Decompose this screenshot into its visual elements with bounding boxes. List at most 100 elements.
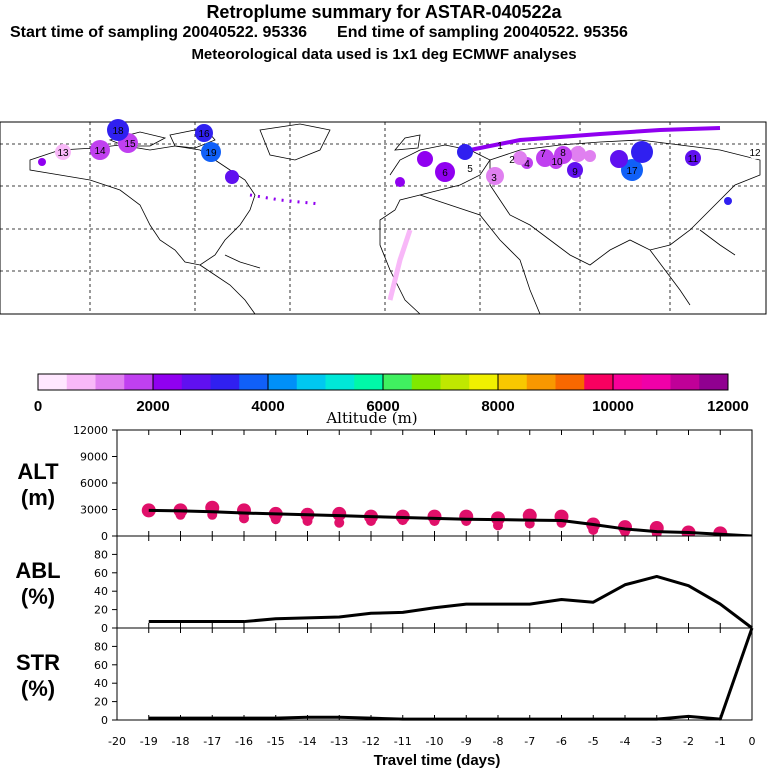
panel-unit: (%) bbox=[21, 584, 55, 609]
colorbar-tick-label: 2000 bbox=[136, 398, 169, 415]
altitude-point bbox=[332, 506, 347, 521]
cluster-circle bbox=[90, 140, 110, 160]
cluster-label: 9 bbox=[572, 167, 578, 178]
cluster-circle bbox=[584, 150, 596, 162]
colorbar-segment bbox=[210, 374, 240, 390]
panel-unit: (m) bbox=[21, 485, 55, 510]
cluster-label: 12 bbox=[749, 148, 761, 159]
y-tick-label: 20 bbox=[94, 696, 108, 709]
sampling-times: Start time of sampling 20040522. 95336 En… bbox=[10, 24, 768, 42]
cluster-label: 18 bbox=[112, 126, 124, 137]
cluster-circle bbox=[486, 167, 504, 185]
colorbar-segment bbox=[383, 374, 413, 390]
y-tick-label: 40 bbox=[94, 585, 108, 598]
cluster-label: 5 bbox=[467, 164, 473, 175]
cluster-circle bbox=[107, 119, 129, 141]
colorbar-segment bbox=[641, 374, 671, 390]
altitude-point bbox=[366, 515, 376, 526]
colorbar-segment bbox=[181, 374, 211, 390]
altitude-point bbox=[270, 514, 281, 525]
cluster-circle bbox=[195, 124, 213, 142]
cluster-circle bbox=[748, 145, 762, 159]
cluster-circle bbox=[567, 162, 583, 178]
timeseries-panels: 030006000900012000ALT(m)020406080ABL(%)0… bbox=[15, 424, 755, 748]
altitude-point bbox=[461, 515, 472, 526]
cluster-label: 2 bbox=[509, 155, 515, 166]
altitude-point bbox=[302, 515, 313, 526]
y-tick-label: 20 bbox=[94, 604, 108, 617]
cluster-label: 17 bbox=[626, 166, 638, 177]
plume-trace-south bbox=[387, 229, 413, 301]
x-tick-label: -7 bbox=[524, 735, 535, 748]
map-panel: 1 2 3 4 5 6 7 8 9 10 11 12 13 14 15 16 1… bbox=[0, 119, 767, 315]
panel-abl: 0 20 40 60 80 ABL(%) bbox=[15, 535, 753, 635]
panel-str: 0 20 40 60 80 STR(%) bbox=[16, 627, 754, 727]
x-tick-label: -6 bbox=[556, 735, 567, 748]
panel-unit: (%) bbox=[21, 676, 55, 701]
x-tick-label: -17 bbox=[203, 735, 221, 748]
cluster-circle bbox=[201, 142, 221, 162]
cluster-circle bbox=[610, 150, 628, 168]
y-tick-label: 40 bbox=[94, 677, 108, 690]
plume-trace-upper bbox=[469, 126, 721, 152]
altitude-point bbox=[239, 513, 249, 524]
panel-label: ALT bbox=[17, 459, 59, 484]
x-tick-labels: -20 -19 -18 -17 -16 -15 -14 -13 -12 -11 -10 -9 -8 -7-… bbox=[108, 735, 755, 748]
x-tick-label: -19 bbox=[140, 735, 158, 748]
x-tick-label: -14 bbox=[299, 735, 317, 748]
colorbar-segment bbox=[239, 374, 269, 390]
x-tick-label: -9 bbox=[461, 735, 472, 748]
cluster-circle bbox=[395, 177, 405, 187]
colorbar-segment bbox=[440, 374, 470, 390]
series-line bbox=[148, 574, 753, 630]
y-tick-label: 12000 bbox=[73, 424, 108, 437]
cluster-label: 3 bbox=[491, 173, 497, 184]
cluster-circle bbox=[457, 144, 473, 160]
cluster-label: 6 bbox=[442, 168, 448, 179]
colorbar-segment bbox=[469, 374, 499, 390]
cluster-label: 19 bbox=[205, 148, 217, 159]
colorbar-segment bbox=[95, 374, 125, 390]
x-tick-label: -2 bbox=[683, 735, 694, 748]
panel-frame bbox=[116, 535, 753, 629]
cluster-circle bbox=[570, 146, 586, 162]
colorbar-segment bbox=[699, 374, 729, 390]
cluster-circle bbox=[631, 141, 653, 163]
cluster-label: 4 bbox=[524, 159, 530, 170]
colorbar-segment bbox=[498, 374, 528, 390]
colorbar-tick-label: 4000 bbox=[251, 398, 284, 415]
y-tick-label: 9000 bbox=[80, 451, 108, 464]
plume-trace-atlantic bbox=[249, 193, 321, 206]
series-line bbox=[148, 627, 754, 721]
altitude-colorbar: 0 2000 4000 6000 8000 10000 12000 bbox=[34, 373, 749, 415]
cluster-circle bbox=[513, 151, 527, 165]
start-time-label: Start time of sampling 20040522. 95336 bbox=[10, 24, 308, 41]
y-tick-label: 60 bbox=[94, 659, 108, 672]
x-tick-label: -16 bbox=[235, 735, 253, 748]
cluster-label: 10 bbox=[551, 157, 563, 168]
colorbar-segment bbox=[38, 374, 68, 390]
cluster-labels: 1 2 3 4 5 6 7 8 9 10 11 12 13 14 15 16 1… bbox=[57, 126, 761, 184]
colorbar-segment bbox=[584, 374, 614, 390]
colorbar-segment bbox=[66, 374, 96, 390]
y-tick-label: 80 bbox=[94, 640, 108, 653]
cluster-label: 14 bbox=[94, 146, 106, 157]
colorbar-segment bbox=[555, 374, 585, 390]
cluster-circle bbox=[621, 159, 643, 181]
colorbar-tick-label: 12000 bbox=[707, 398, 749, 415]
cluster-label: 13 bbox=[57, 148, 69, 159]
cluster-circle bbox=[417, 151, 433, 167]
cluster-label: 16 bbox=[198, 129, 210, 140]
colorbar-segment bbox=[411, 374, 441, 390]
cluster-circle bbox=[724, 197, 732, 205]
y-tick-label: 0 bbox=[101, 530, 108, 543]
altitude-point bbox=[588, 524, 599, 535]
x-tick-label: -15 bbox=[267, 735, 285, 748]
colorbar-segment bbox=[296, 374, 326, 390]
chart-title: Retroplume summary for ASTAR-040522a bbox=[206, 2, 562, 22]
cluster-circle bbox=[685, 150, 701, 166]
map-coastlines bbox=[29, 123, 761, 315]
x-tick-label: -1 bbox=[715, 735, 726, 748]
colorbar-tick-label: 6000 bbox=[366, 398, 399, 415]
